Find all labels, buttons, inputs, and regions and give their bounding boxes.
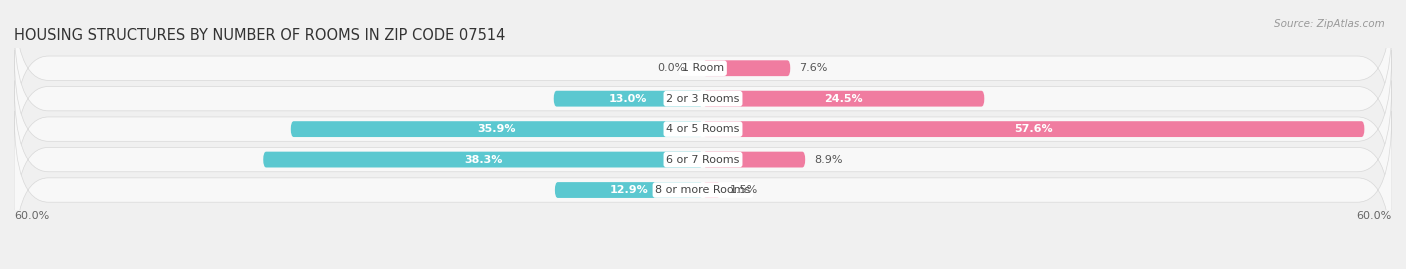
Text: 8 or more Rooms: 8 or more Rooms (655, 185, 751, 195)
Text: 38.3%: 38.3% (464, 155, 502, 165)
Text: Source: ZipAtlas.com: Source: ZipAtlas.com (1274, 19, 1385, 29)
Text: 7.6%: 7.6% (800, 63, 828, 73)
Text: 0.0%: 0.0% (658, 63, 686, 73)
FancyBboxPatch shape (14, 50, 1392, 208)
FancyBboxPatch shape (555, 182, 703, 198)
FancyBboxPatch shape (14, 111, 1392, 269)
Text: 13.0%: 13.0% (609, 94, 648, 104)
FancyBboxPatch shape (14, 80, 1392, 239)
FancyBboxPatch shape (703, 182, 720, 198)
FancyBboxPatch shape (703, 121, 1364, 137)
FancyBboxPatch shape (263, 152, 703, 168)
FancyBboxPatch shape (14, 19, 1392, 178)
Text: 60.0%: 60.0% (1357, 211, 1392, 221)
FancyBboxPatch shape (703, 91, 984, 107)
FancyBboxPatch shape (291, 121, 703, 137)
Text: 12.9%: 12.9% (610, 185, 648, 195)
Text: 60.0%: 60.0% (14, 211, 49, 221)
Text: 8.9%: 8.9% (814, 155, 842, 165)
Text: 2 or 3 Rooms: 2 or 3 Rooms (666, 94, 740, 104)
Text: HOUSING STRUCTURES BY NUMBER OF ROOMS IN ZIP CODE 07514: HOUSING STRUCTURES BY NUMBER OF ROOMS IN… (14, 28, 505, 43)
Text: 6 or 7 Rooms: 6 or 7 Rooms (666, 155, 740, 165)
Text: 1.5%: 1.5% (730, 185, 758, 195)
Text: 1 Room: 1 Room (682, 63, 724, 73)
Text: 57.6%: 57.6% (1014, 124, 1053, 134)
FancyBboxPatch shape (703, 60, 790, 76)
FancyBboxPatch shape (703, 152, 806, 168)
FancyBboxPatch shape (554, 91, 703, 107)
Text: 24.5%: 24.5% (824, 94, 863, 104)
FancyBboxPatch shape (14, 0, 1392, 147)
Text: 4 or 5 Rooms: 4 or 5 Rooms (666, 124, 740, 134)
Text: 35.9%: 35.9% (478, 124, 516, 134)
